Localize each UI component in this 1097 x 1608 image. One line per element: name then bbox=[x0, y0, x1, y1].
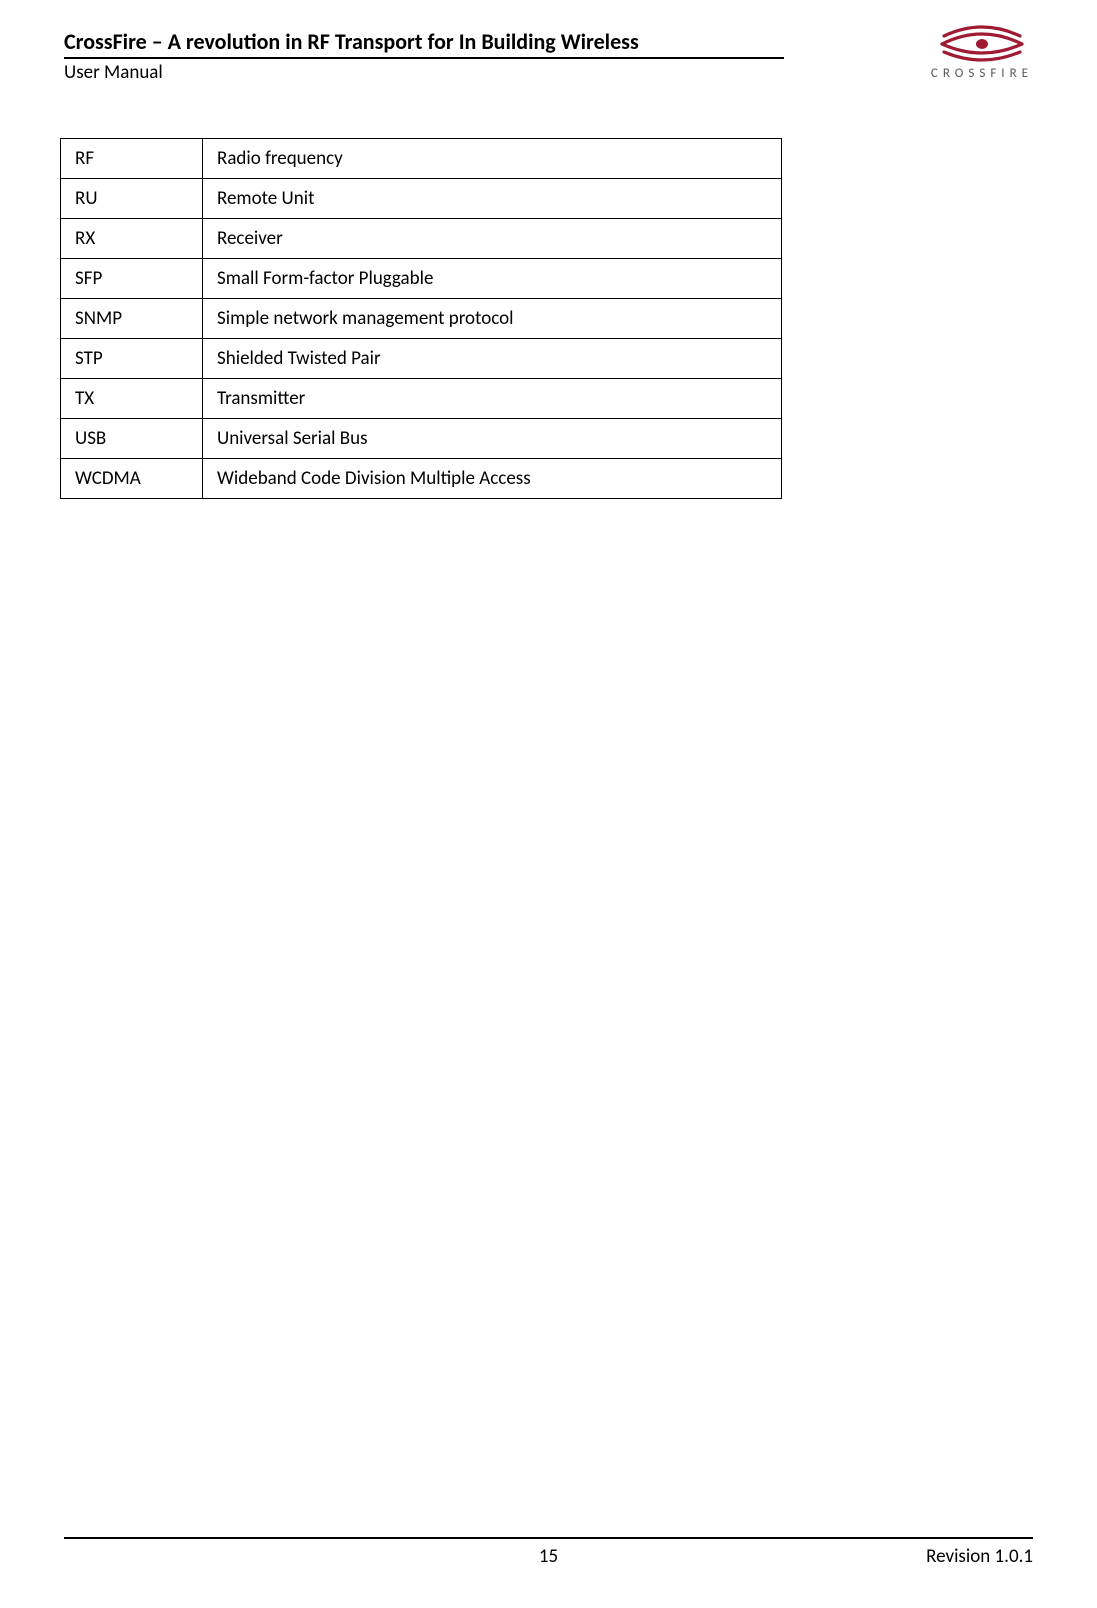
page-container: CrossFire – A revolution in RF Transport… bbox=[0, 0, 1097, 1608]
table-row: TX Transmitter bbox=[61, 379, 782, 419]
term-cell: RF bbox=[61, 139, 203, 179]
term-cell: STP bbox=[61, 339, 203, 379]
document-subtitle: User Manual bbox=[64, 61, 931, 84]
term-cell: SFP bbox=[61, 259, 203, 299]
table-row: USB Universal Serial Bus bbox=[61, 419, 782, 459]
table-row: STP Shielded Twisted Pair bbox=[61, 339, 782, 379]
term-cell: RX bbox=[61, 219, 203, 259]
definition-cell: Remote Unit bbox=[203, 179, 782, 219]
header-left: CrossFire – A revolution in RF Transport… bbox=[64, 28, 931, 84]
crossfire-swoosh-icon bbox=[936, 22, 1028, 64]
page-footer: 15 Revision 1.0.1 bbox=[64, 1537, 1033, 1568]
page-header: CrossFire – A revolution in RF Transport… bbox=[64, 28, 1033, 84]
term-cell: USB bbox=[61, 419, 203, 459]
brand-logo-text: CROSSFIRE bbox=[931, 66, 1033, 81]
table-row: RU Remote Unit bbox=[61, 179, 782, 219]
table-row: RX Receiver bbox=[61, 219, 782, 259]
table-row: RF Radio frequency bbox=[61, 139, 782, 179]
term-cell: TX bbox=[61, 379, 203, 419]
table-row: SFP Small Form-factor Pluggable bbox=[61, 259, 782, 299]
definition-cell: Universal Serial Bus bbox=[203, 419, 782, 459]
term-cell: WCDMA bbox=[61, 459, 203, 499]
table-row: SNMP Simple network management protocol bbox=[61, 299, 782, 339]
definitions-table: RF Radio frequency RU Remote Unit RX Rec… bbox=[60, 138, 782, 499]
brand-logo: CROSSFIRE bbox=[931, 22, 1033, 81]
table-row: WCDMA Wideband Code Division Multiple Ac… bbox=[61, 459, 782, 499]
definition-cell: Radio frequency bbox=[203, 139, 782, 179]
definition-cell: Simple network management protocol bbox=[203, 299, 782, 339]
document-title: CrossFire – A revolution in RF Transport… bbox=[64, 28, 784, 59]
definition-cell: Small Form-factor Pluggable bbox=[203, 259, 782, 299]
term-cell: SNMP bbox=[61, 299, 203, 339]
page-number: 15 bbox=[0, 1545, 1097, 1568]
definition-cell: Receiver bbox=[203, 219, 782, 259]
definition-cell: Wideband Code Division Multiple Access bbox=[203, 459, 782, 499]
definitions-table-body: RF Radio frequency RU Remote Unit RX Rec… bbox=[61, 139, 782, 499]
definition-cell: Shielded Twisted Pair bbox=[203, 339, 782, 379]
definition-cell: Transmitter bbox=[203, 379, 782, 419]
term-cell: RU bbox=[61, 179, 203, 219]
page-content: RF Radio frequency RU Remote Unit RX Rec… bbox=[64, 84, 1033, 1537]
